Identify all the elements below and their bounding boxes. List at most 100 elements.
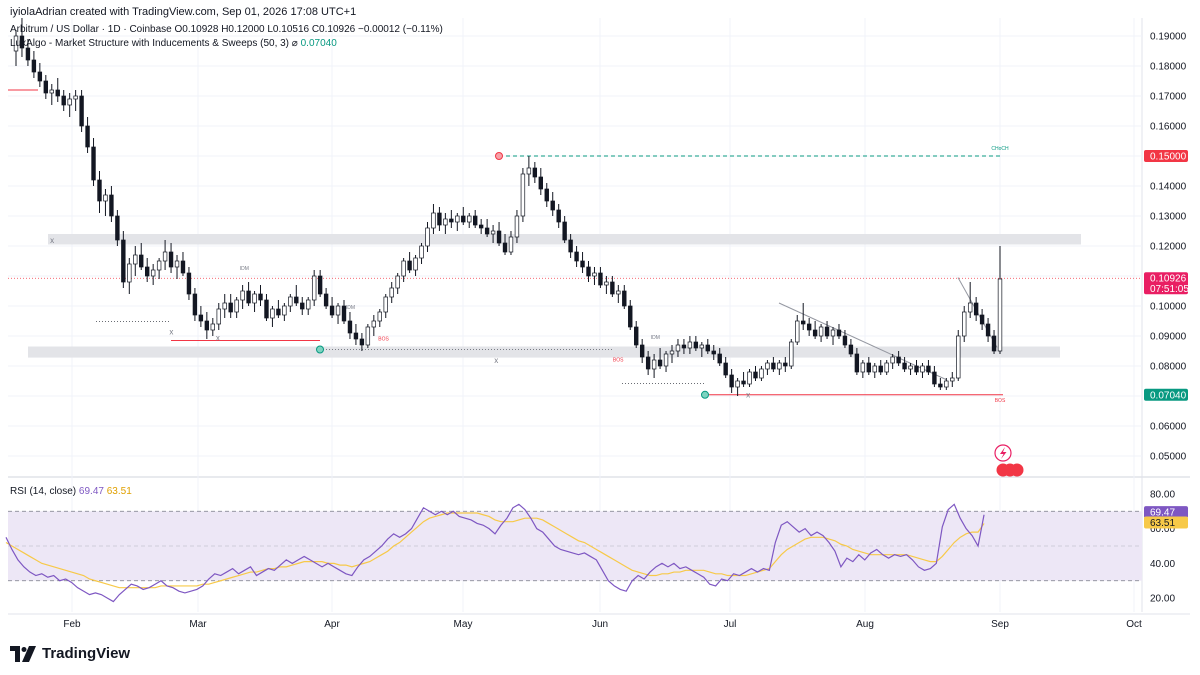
candle-down — [19, 35, 25, 49]
candle-down — [192, 293, 198, 316]
candle-up — [222, 302, 227, 310]
candle-down — [145, 266, 150, 277]
ohlc-values: O0.10928 H0.12000 L0.10516 C0.10926 −0.0… — [174, 24, 443, 35]
candle-down — [985, 323, 991, 337]
candle-down — [37, 71, 43, 82]
candle-down — [538, 176, 543, 190]
candle-up — [311, 275, 317, 301]
structure-label: IDM — [240, 266, 249, 272]
candle-down — [139, 254, 144, 268]
candle-up — [860, 362, 866, 373]
candle-up — [669, 350, 675, 355]
candle-down — [461, 215, 466, 223]
candle-up — [401, 260, 406, 277]
candle-down — [61, 95, 66, 106]
candle-up — [777, 362, 782, 370]
candle-down — [115, 215, 120, 241]
candle-down — [180, 260, 186, 274]
candle-up — [240, 290, 245, 301]
candle-down — [550, 200, 555, 211]
symbol-title[interactable]: Arbitrum / US Dollar · 1D · Coinbase — [10, 24, 172, 35]
candle-down — [711, 350, 716, 355]
candle-up — [735, 380, 740, 388]
structure-label: BOS — [378, 337, 389, 343]
candle-up — [520, 173, 526, 217]
indicator-symbol: ⌀ — [291, 38, 298, 49]
rsi-line — [5, 503, 985, 603]
sweep-mark: x — [494, 356, 498, 365]
candle-up — [73, 95, 78, 100]
candle-down — [657, 359, 663, 367]
candle-down — [121, 239, 126, 283]
candle-down — [437, 212, 442, 226]
candle-up — [210, 323, 215, 331]
candle-up — [365, 326, 371, 346]
candle-down — [973, 302, 979, 316]
candle-down — [246, 290, 251, 304]
candle-up — [526, 167, 532, 175]
candle-down — [473, 215, 478, 226]
candle-down — [866, 362, 871, 373]
candle-up — [288, 296, 293, 307]
candle-up — [890, 356, 895, 364]
price-label-box — [1144, 150, 1188, 162]
candle-up — [413, 257, 418, 271]
candle-up — [431, 212, 436, 229]
rsi-ma-value: 63.51 — [106, 486, 132, 497]
rsi-ma-box — [1144, 516, 1188, 529]
y-tick-label: 0.05000 — [1150, 452, 1187, 463]
candle-up — [395, 275, 400, 289]
x-tick-label: Sep — [991, 619, 1009, 630]
candle-down — [610, 281, 615, 295]
candle-down — [812, 329, 818, 337]
y-tick-label: 0.08000 — [1150, 362, 1187, 373]
event-icon — [1010, 463, 1024, 477]
candle-down — [836, 329, 842, 337]
structure-label: BOS — [995, 398, 1006, 404]
candle-up — [150, 269, 156, 277]
candle-up — [335, 305, 341, 316]
rsi-value-box — [1144, 506, 1188, 519]
candle-down — [347, 320, 353, 334]
indicator-title[interactable]: LuxAlgo - Market Structure with Induceme… — [10, 38, 290, 49]
candle-up — [508, 236, 514, 253]
candle-up — [818, 326, 824, 337]
candle-down — [634, 326, 639, 346]
candle-up — [156, 260, 162, 271]
candle-down — [896, 356, 901, 364]
countdown-text: 07:51:05 — [1150, 284, 1189, 295]
candle-up — [920, 365, 925, 373]
candle-up — [872, 365, 877, 373]
rsi-title[interactable]: RSI (14, close) — [10, 486, 77, 497]
candle-down — [639, 344, 645, 358]
candle-down — [496, 230, 502, 244]
candle-down — [926, 365, 931, 373]
tradingview-brand[interactable]: TradingView — [10, 645, 130, 662]
candle-up — [174, 260, 180, 268]
candle-down — [97, 179, 102, 202]
candle-down — [801, 320, 806, 325]
rsi-tick-label: 80.00 — [1150, 489, 1175, 500]
candle-down — [532, 167, 538, 178]
candle-down — [264, 299, 269, 319]
candle-up — [944, 380, 949, 388]
candle-down — [353, 332, 359, 340]
candle-down — [568, 239, 573, 253]
y-tick-label: 0.10000 — [1150, 302, 1187, 313]
candle-down — [771, 362, 776, 370]
candle-down — [824, 326, 830, 337]
candle-up — [765, 362, 770, 370]
candle-down — [574, 251, 579, 262]
y-tick-label: 0.14000 — [1150, 182, 1187, 193]
candle-down — [848, 344, 854, 355]
candle-down — [258, 293, 263, 301]
rsi-tick-label: 40.00 — [1150, 559, 1175, 570]
price-label-text: 0.07040 — [1150, 390, 1187, 401]
candle-up — [389, 287, 394, 298]
indicator-value: 0.07040 — [300, 38, 337, 49]
candle-up — [49, 89, 54, 94]
candle-down — [723, 362, 728, 376]
candle-down — [198, 314, 204, 322]
candle-down — [729, 374, 734, 388]
